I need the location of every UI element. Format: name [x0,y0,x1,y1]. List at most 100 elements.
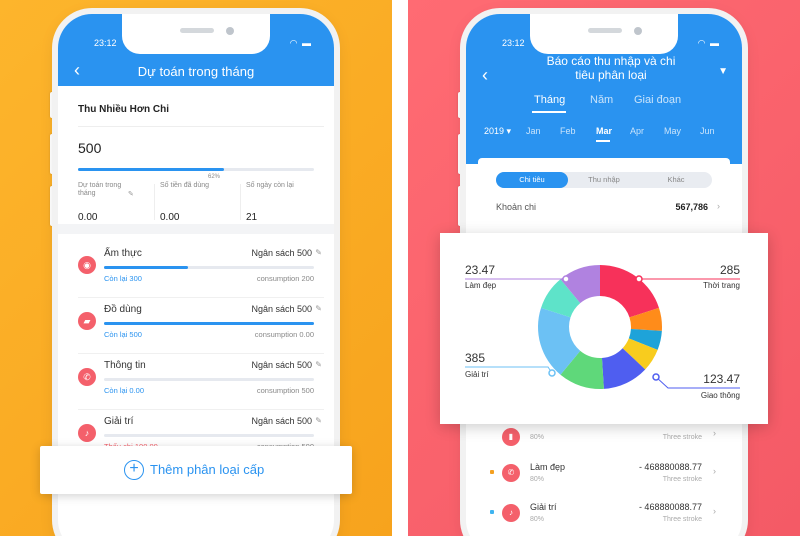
list-item[interactable]: ▮ 80% Three stroke › [490,428,730,458]
list-item-name: Làm đẹp [530,462,566,472]
category-consumption: consumption 200 [256,274,314,283]
pencil-icon[interactable]: ✎ [128,191,134,198]
donut-slice [601,348,646,389]
category-consumption: consumption 500 [256,386,314,395]
category-row[interactable]: ✆ Thông tin Ngân sách 500 ✎ Còn lại 0.00 cons… [68,354,324,410]
phone-side-button [50,134,58,174]
status-time: 23:12 [94,38,117,48]
callout-label-beauty: Làm đẹp [465,281,497,290]
battery-icon: ▬ [710,38,720,48]
list-item-name: Giải trí [530,502,557,512]
month-mar[interactable]: Mar [596,126,613,136]
donut-slice [560,265,600,304]
list-item-pct: 80% [530,434,545,441]
segment-other[interactable]: Khác [667,175,685,184]
segment-income[interactable]: Thu nhập [588,175,620,184]
category-remaining: Còn lại 0.00 [104,386,145,395]
add-category-button[interactable]: + Thêm phân loại cấp [40,446,352,494]
status-icons: ◠ ▬ [290,38,312,49]
page-title: Dự toán trong tháng [137,64,255,79]
expense-label: Khoản chi [496,202,537,212]
callout-label-entertainment: Giải trí [465,370,489,379]
tab-year[interactable]: Năm [590,94,614,106]
category-progress-bar [104,266,314,269]
category-name: Thông tin [104,360,146,371]
phone-icon: ✆ [78,368,96,386]
category-row[interactable]: ◉ Ẩm thực Ngân sách 500 ✎ Còn lại 300 consump… [68,242,324,298]
back-arrow-icon[interactable]: ‹ [482,65,488,85]
callout-value-fashion: 285 [719,263,740,277]
category-progress-bar [104,322,314,325]
goods-icon: ▰ [78,312,96,330]
spent-label: Số tiền đã dùng [160,182,210,189]
month-jan[interactable]: Jan [526,126,541,136]
tab-month[interactable]: Tháng [534,94,566,106]
category-row[interactable]: ▰ Đồ dùng Ngân sách 500 ✎ Còn lại 500 consump… [68,298,324,354]
budget-label: Dự toán trong tháng [78,182,122,197]
chevron-right-icon[interactable]: › [713,428,716,438]
summary-progress-label: 62% [208,174,221,180]
pencil-icon[interactable]: ✎ [315,304,322,313]
category-icon: ♪ [502,504,520,522]
list-item[interactable]: ♪ Giải trí 80% - 468880088.77 Three stroke › [490,500,730,536]
chevron-right-icon[interactable]: › [717,201,720,211]
donut-slice [628,328,662,350]
month-jun[interactable]: Jun [700,126,715,136]
callout-label-fashion: Thời trang [703,281,740,290]
type-segment: Chi tiêu Thu nhập Khác [496,172,712,188]
category-budget: Ngân sách 500 [251,304,312,314]
expense-value: 567,786 [675,202,708,212]
donut-slice [622,338,658,370]
color-dot [490,470,494,474]
days-left-label: Số ngày còn lại [246,182,294,189]
callout-marker [652,373,660,381]
pencil-icon[interactable]: ✎ [315,248,322,257]
category-name: Đồ dùng [104,304,142,315]
category-remaining: Còn lại 300 [104,274,142,283]
phone-side-button [458,186,466,226]
back-arrow-icon[interactable]: ‹ [74,60,80,80]
food-icon: ◉ [78,256,96,274]
category-remaining: Còn lại 500 [104,330,142,339]
mic-icon: ♪ [78,424,96,442]
list-item-amount: - 468880088.77 [638,462,702,472]
status-icons: ◠ ▬ [698,38,720,49]
donut-chart [465,265,740,389]
period-tabs: Tháng Năm Giai đoạn [466,94,742,114]
color-dot [490,510,494,514]
summary-amount: 500 [78,140,102,156]
category-progress-bar [104,378,314,381]
filter-icon[interactable]: ▼ [718,66,728,77]
wifi-icon: ◠ [697,38,707,48]
pencil-icon[interactable]: ✎ [315,360,322,369]
list-item-sub: Three stroke [662,476,702,483]
callout-marker [635,275,643,283]
list-item[interactable]: ✆ Làm đẹp 80% - 468880088.77 Three stroke › [490,460,730,500]
tab-underline [532,111,566,113]
donut-slice [629,307,662,331]
budget-value: 0.00 [78,212,98,223]
callout-value-entertainment: 385 [465,351,486,365]
chevron-right-icon[interactable]: › [713,506,716,516]
callout-line [655,376,740,389]
callout-value-transport: 123.47 [703,372,740,386]
add-category-label: Thêm phân loại cấp [150,462,265,477]
pencil-icon[interactable]: ✎ [315,416,322,425]
chevron-right-icon[interactable]: › [713,466,716,476]
list-item-pct: 80% [530,516,545,523]
month-may[interactable]: May [664,126,682,136]
category-icon: ▮ [502,428,520,446]
tab-period[interactable]: Giai đoạn [634,94,682,106]
year-selector[interactable]: 2019 ▾ [484,126,512,136]
phone-side-button [458,92,466,118]
list-item-pct: 80% [530,476,545,483]
month-selector: 2019 ▾ Jan Feb Mar Apr May Jun [466,126,742,146]
wifi-icon: ◠ [289,38,299,48]
category-progress-bar [104,434,314,437]
callout-marker [562,275,570,283]
month-apr[interactable]: Apr [630,126,645,136]
list-item-sub: Three stroke [662,516,702,523]
donut-slice [538,307,581,375]
month-feb[interactable]: Feb [560,126,576,136]
segment-expense[interactable]: Chi tiêu [496,172,568,188]
